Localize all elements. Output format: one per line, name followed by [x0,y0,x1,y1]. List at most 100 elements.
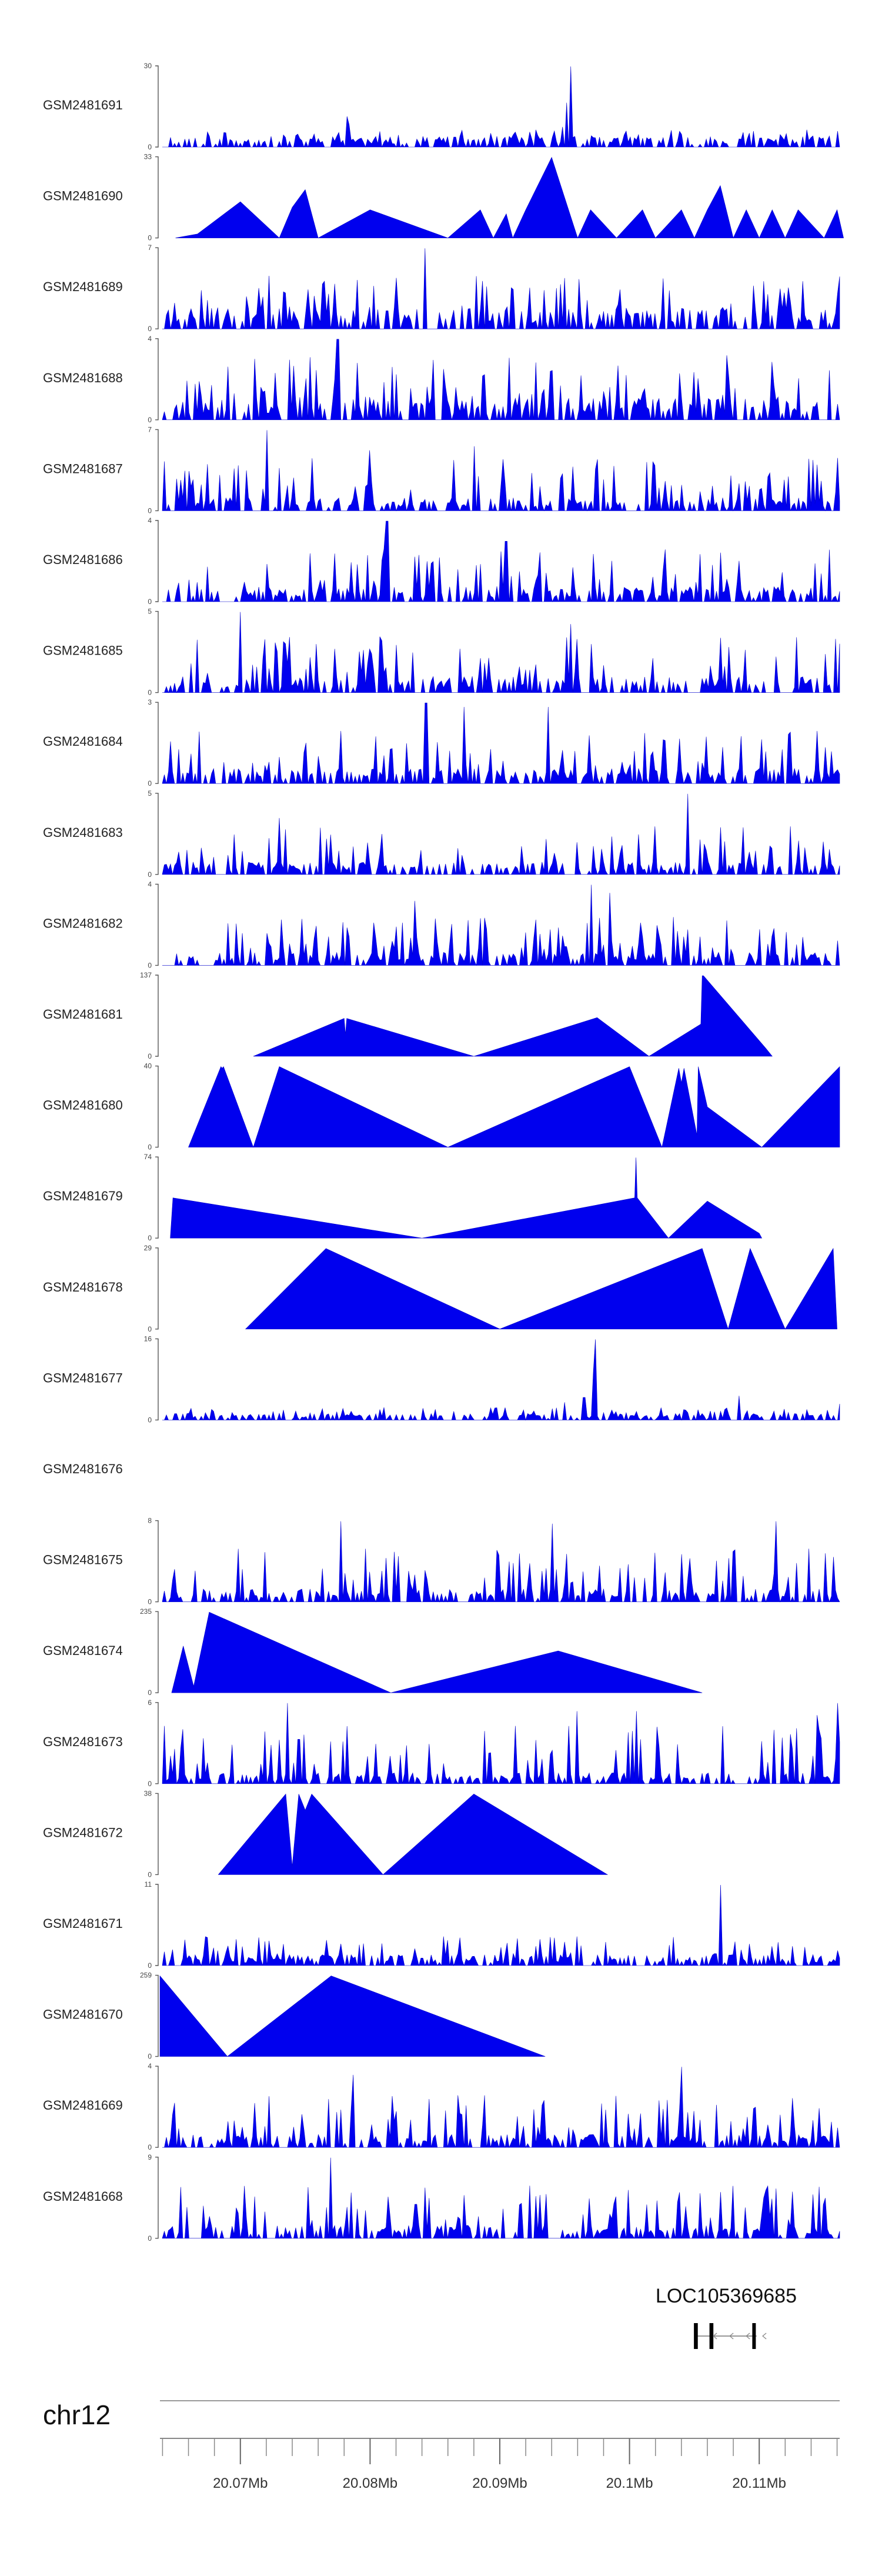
y-axis [155,1156,159,1239]
y-min-label: 0 [148,416,152,424]
y-axis [155,1247,159,1330]
y-axis [155,247,159,329]
track-label: GSM2481669 [43,2098,123,2113]
strand-arrow [713,2333,717,2340]
y-axis [155,702,159,784]
coverage-area [175,156,844,239]
y-max-label: 4 [148,880,152,888]
track-GSM2481689: GSM2481689 7 0 [43,243,840,333]
gene-annotation-track: LOC105369685 [656,2285,797,2349]
y-min-label: 0 [148,1870,152,1878]
coverage-area [159,1975,546,2057]
y-axis [155,883,159,966]
gene-model [694,2323,767,2349]
coverage-area [245,1247,837,1330]
y-max-label: 38 [144,1789,152,1797]
y-axis [155,520,159,602]
y-axis [155,2066,159,2148]
track-GSM2481668: GSM2481668 9 0 [43,2153,840,2243]
track-GSM2481675: GSM2481675 8 0 [43,1517,840,1606]
coverage-area [162,793,840,875]
y-max-label: 4 [148,516,152,525]
y-min-label: 0 [148,325,152,333]
y-min-label: 0 [148,234,152,242]
coverage-area [171,1611,703,1693]
y-axis [155,1065,159,1148]
track-GSM2481672: GSM2481672 38 0 [43,1789,609,1878]
track-GSM2481683: GSM2481683 5 0 [43,789,840,879]
axis-tick-label: 20.11Mb [732,2475,786,2491]
y-min-label: 0 [148,1780,152,1788]
y-axis [155,975,159,1057]
track-label: GSM2481678 [43,1280,123,1294]
coverage-area [162,612,840,693]
track-GSM2481674: GSM2481674 235 0 [43,1607,703,1697]
track-label: GSM2481684 [43,734,123,749]
y-max-label: 40 [144,1062,152,1070]
coverage-area [162,1339,840,1421]
strand-arrow [762,2333,767,2340]
y-min-label: 0 [148,2053,152,2061]
track-GSM2481673: GSM2481673 6 0 [43,1699,840,1788]
axis-tick-label: 20.09Mb [472,2475,527,2491]
y-axis [155,1974,159,2057]
y-max-label: 74 [144,1153,152,1161]
y-axis [155,65,159,148]
y-max-label: 4 [148,335,152,343]
y-axis [155,610,159,693]
y-min-label: 0 [148,2234,152,2243]
y-max-label: 33 [144,153,152,161]
track-label: GSM2481668 [43,2189,123,2204]
track-GSM2481670: GSM2481670 259 0 [43,1971,546,2061]
y-max-label: 7 [148,243,152,252]
y-min-label: 0 [148,689,152,697]
track-label: GSM2481680 [43,1098,123,1113]
y-min-label: 0 [148,143,152,151]
y-min-label: 0 [148,1416,152,1424]
coverage-area [162,248,840,330]
track-label: GSM2481670 [43,2007,123,2022]
y-max-label: 5 [148,789,152,798]
axis-tick-label: 20.08Mb [343,2475,397,2491]
y-min-label: 0 [148,1598,152,1606]
y-axis [155,1338,159,1421]
track-GSM2481691: GSM2481691 30 0 [43,62,840,151]
y-max-label: 4 [148,2062,152,2070]
y-axis [155,1520,159,1603]
track-GSM2481669: GSM2481669 4 0 [43,2062,840,2151]
track-label: GSM2481686 [43,552,123,567]
y-min-label: 0 [148,779,152,788]
y-min-label: 0 [148,1052,152,1060]
y-min-label: 0 [148,961,152,969]
track-label: GSM2481675 [43,1553,123,1567]
coverage-area [162,2067,840,2148]
coverage-area [162,885,840,966]
track-label: GSM2481682 [43,916,123,930]
track-label: GSM2481677 [43,1370,123,1385]
coverage-area [162,520,840,603]
genome-axis: 20.07Mb 20.08Mb 20.09Mb 20.1Mb 20.11Mb [160,2400,840,2491]
track-GSM2481678: GSM2481678 29 0 [43,1244,837,1333]
track-label: GSM2481679 [43,1189,123,1203]
track-GSM2481687: GSM2481687 7 0 [43,425,840,515]
track-label: GSM2481689 [43,279,123,294]
y-axis [155,156,159,239]
track-label: GSM2481685 [43,643,123,658]
y-axis [155,1611,159,1693]
track-GSM2481685: GSM2481685 5 0 [43,608,840,697]
track-label: GSM2481673 [43,1734,123,1749]
y-max-label: 235 [140,1607,152,1616]
y-min-label: 0 [148,506,152,515]
coverage-area [162,1884,840,1967]
track-label: GSM2481671 [43,1916,123,1931]
track-label: GSM2481687 [43,461,123,476]
track-label: GSM2481672 [43,1825,123,1840]
track-label: GSM2481690 [43,189,123,203]
track-label: GSM2481691 [43,98,123,112]
track-GSM2481690: GSM2481690 33 0 [43,153,844,242]
y-min-label: 0 [148,1689,152,1697]
y-axis [155,429,159,512]
strand-arrow [746,2333,750,2340]
track-GSM2481680: GSM2481680 40 0 [43,1062,840,1152]
